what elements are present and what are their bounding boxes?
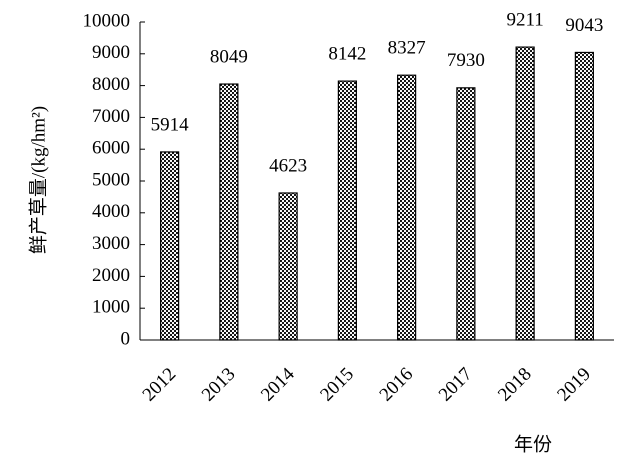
y-tick-label: 2000 [92, 265, 130, 286]
value-label: 8049 [210, 46, 248, 67]
bar [337, 80, 357, 341]
bar [219, 83, 239, 341]
y-tick-label: 8000 [92, 74, 130, 95]
x-tick-label: 2018 [494, 364, 536, 406]
bar [515, 46, 535, 341]
x-tick-label: 2013 [198, 364, 240, 406]
bar [278, 192, 298, 341]
bar [574, 51, 594, 341]
x-tick-label: 2017 [435, 364, 477, 406]
bar [397, 74, 417, 341]
value-label: 8327 [388, 38, 426, 59]
y-tick-label: 10000 [83, 10, 131, 31]
y-tick-label: 1000 [92, 297, 130, 318]
x-axis-label: 年份 [514, 433, 552, 455]
y-tick-label: 0 [121, 328, 131, 349]
value-label: 4623 [269, 155, 307, 176]
y-tick-label: 7000 [92, 106, 130, 127]
value-label: 8142 [328, 43, 366, 64]
x-tick-label: 2016 [376, 364, 418, 406]
value-label: 9211 [506, 9, 543, 30]
x-tick-label: 2014 [257, 363, 299, 405]
y-tick-label: 6000 [92, 138, 130, 159]
x-tick-label: 2015 [316, 364, 358, 406]
bar [456, 87, 476, 341]
x-tick-label: 2019 [553, 364, 595, 406]
y-tick-label: 5000 [92, 169, 130, 190]
value-label: 9043 [565, 15, 603, 36]
value-label: 7930 [447, 50, 485, 71]
x-tick-label: 2012 [139, 364, 181, 406]
y-tick-label: 9000 [92, 42, 130, 63]
y-axis-label: 鲜产草量/(kg/hm²) [27, 106, 49, 254]
bar [160, 151, 180, 341]
value-label: 5914 [151, 114, 190, 135]
y-tick-label: 3000 [92, 233, 130, 254]
y-tick-label: 4000 [92, 201, 130, 222]
